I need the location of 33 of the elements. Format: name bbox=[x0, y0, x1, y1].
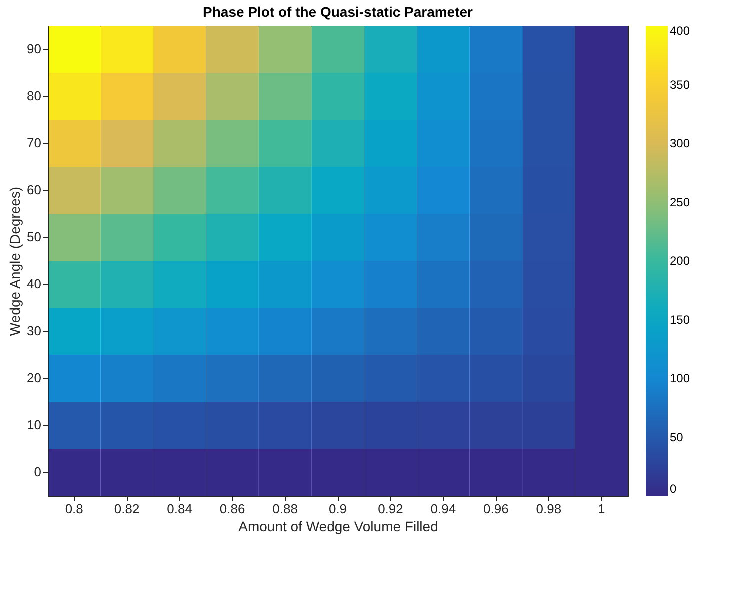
color-bar-label: 50 bbox=[670, 430, 684, 444]
y-tick-label: 50 bbox=[27, 230, 42, 244]
x-tick-label: 1 bbox=[598, 502, 606, 516]
x-tick-label: 0.98 bbox=[536, 502, 562, 516]
color-bar-label: 100 bbox=[670, 372, 690, 386]
color-bar-label: 300 bbox=[670, 136, 690, 150]
chart-title: Phase Plot of the Quasi-static Parameter bbox=[203, 4, 474, 20]
x-tick-label: 0.8 bbox=[65, 502, 84, 516]
color-bar-label: 150 bbox=[670, 312, 690, 327]
x-tick-label: 0.88 bbox=[272, 502, 298, 516]
y-axis-title: Wedge Angle (Degrees) bbox=[7, 186, 24, 336]
x-tick-label: 0.86 bbox=[220, 502, 246, 516]
y-tick-label: 60 bbox=[27, 182, 42, 198]
color-bar-label: 400 bbox=[670, 24, 690, 38]
color-bar-label: 250 bbox=[670, 195, 690, 210]
y-tick-label: 10 bbox=[27, 418, 42, 432]
x-tick-label: 0.84 bbox=[167, 502, 192, 516]
x-tick-label: 0.9 bbox=[328, 502, 348, 516]
color-bar-label: 0 bbox=[670, 482, 677, 496]
y-tick-label: 40 bbox=[27, 276, 42, 292]
y-tick-label: 20 bbox=[27, 370, 42, 386]
color-bar-label: 200 bbox=[670, 254, 690, 268]
color-bar-label: 350 bbox=[670, 78, 690, 92]
y-tick-label: 30 bbox=[27, 324, 42, 338]
x-tick-label: 0.94 bbox=[430, 502, 456, 516]
y-tick-label: 80 bbox=[27, 88, 42, 104]
x-tick-label: 0.92 bbox=[378, 502, 404, 516]
y-tick-label: 70 bbox=[27, 136, 42, 150]
x-tick-label: 0.82 bbox=[114, 502, 140, 516]
x-axis-title: Amount of Wedge Volume Filled bbox=[238, 518, 438, 534]
y-tick-label: 90 bbox=[27, 42, 42, 56]
x-tick-label: 0.96 bbox=[484, 502, 509, 516]
y-tick-label: 0 bbox=[34, 464, 42, 480]
